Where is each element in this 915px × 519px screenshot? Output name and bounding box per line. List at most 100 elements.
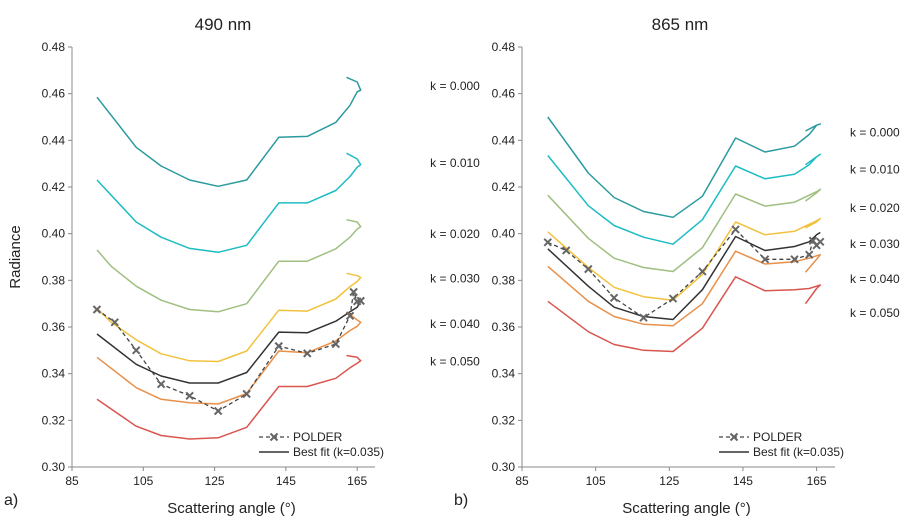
series-line	[547, 153, 822, 245]
polder-marker	[349, 287, 358, 297]
series-line	[547, 250, 822, 327]
polder-marker	[584, 264, 593, 274]
k-value-label: k = 0.030	[430, 272, 480, 286]
k-value-label: k = 0.020	[850, 201, 900, 215]
polder-marker	[639, 313, 648, 322]
y-tick-label: 0.48	[492, 40, 516, 54]
chart-865nm: 0.30 0.32 0.34 0.36 0.38 0.40 0.42 0.44 0.46 0.48…	[454, 15, 900, 517]
polder-marker	[331, 339, 340, 349]
x-tick-label: 145	[276, 474, 296, 488]
series-line	[96, 354, 362, 440]
series-line	[547, 188, 822, 273]
polder-marker	[303, 349, 312, 358]
k-value-label: k = 0.050	[850, 306, 900, 320]
polder-marker	[561, 246, 571, 255]
polder-marker	[668, 294, 678, 303]
y-tick-label: 0.36	[42, 320, 66, 334]
chart-title: 490 nm	[195, 15, 252, 34]
series-line	[547, 231, 821, 321]
legend-marker	[269, 432, 279, 442]
series-line	[547, 228, 821, 319]
y-tick-label: 0.40	[492, 227, 516, 241]
polder-marker	[110, 318, 119, 327]
panel-label: a)	[4, 492, 18, 509]
y-tick-label: 0.34	[42, 367, 66, 381]
x-tick-label: 105	[133, 474, 153, 488]
k-value-label: k = 0.040	[430, 317, 480, 331]
polder-marker	[609, 293, 619, 303]
y-tick-label: 0.40	[42, 227, 66, 241]
legend-label-polder: POLDER	[753, 430, 803, 444]
polder-marker	[274, 341, 283, 351]
k-value-label: k = 0.020	[430, 227, 480, 241]
series-line	[96, 311, 362, 405]
x-tick-label: 145	[733, 474, 753, 488]
polder-marker	[805, 250, 814, 259]
k-value-label: k = 0.050	[430, 355, 480, 369]
legend-label-bestfit: Best fit (k=0.035)	[753, 445, 844, 459]
x-tick-label: 165	[347, 474, 367, 488]
y-axis-label: Radiance	[7, 225, 24, 288]
x-axis-label: Scattering angle (°)	[622, 500, 751, 517]
x-tick-label: 85	[515, 474, 529, 488]
polder-marker	[131, 346, 141, 355]
y-tick-label: 0.46	[492, 87, 516, 101]
series-line	[96, 218, 362, 313]
polder-marker	[185, 391, 194, 401]
legend-label-bestfit: Best fit (k=0.035)	[293, 445, 384, 459]
y-tick-label: 0.42	[42, 180, 66, 194]
series-line	[96, 152, 362, 254]
y-tick-label: 0.32	[42, 413, 66, 427]
k-value-label: k = 0.010	[430, 156, 480, 170]
y-tick-label: 0.38	[492, 273, 516, 287]
x-tick-label: 125	[659, 474, 679, 488]
polder-marker	[92, 305, 102, 314]
chart-title: 865 nm	[652, 15, 709, 34]
k-value-label: k = 0.000	[850, 126, 900, 140]
series-line	[547, 116, 822, 219]
polder-marker	[213, 406, 223, 416]
y-tick-label: 0.32	[492, 413, 516, 427]
series-line	[547, 276, 822, 353]
legend-label-polder: POLDER	[293, 430, 343, 444]
series-line	[96, 76, 362, 188]
polder-marker	[760, 255, 770, 264]
k-value-label: k = 0.010	[850, 163, 900, 177]
series-line	[547, 217, 822, 301]
y-tick-label: 0.36	[492, 320, 516, 334]
x-tick-label: 105	[586, 474, 606, 488]
x-tick-label: 125	[205, 474, 225, 488]
polder-marker	[698, 267, 707, 276]
y-tick-label: 0.46	[42, 87, 66, 101]
y-tick-label: 0.44	[42, 133, 66, 147]
series-line	[96, 291, 361, 412]
series-line	[96, 272, 362, 363]
series-line	[96, 300, 362, 384]
k-value-label: k = 0.000	[430, 79, 480, 93]
chart-490nm: 0.30 0.32 0.34 0.36 0.38 0.40 0.42 0.44 0.46 0.48…	[4, 15, 480, 517]
polder-marker	[816, 237, 825, 247]
polder-marker	[156, 379, 166, 389]
panel-label: b)	[454, 492, 468, 509]
polder-marker	[345, 311, 355, 321]
legend-marker	[729, 432, 739, 442]
y-tick-label: 0.30	[492, 460, 516, 474]
polder-marker	[242, 389, 251, 399]
y-tick-label: 0.38	[42, 273, 66, 287]
x-tick-label: 165	[807, 474, 827, 488]
y-tick-label: 0.30	[42, 460, 66, 474]
y-tick-label: 0.44	[492, 133, 516, 147]
k-value-label: k = 0.030	[850, 237, 900, 251]
polder-marker	[543, 238, 552, 247]
y-tick-label: 0.48	[42, 40, 66, 54]
polder-marker	[731, 225, 740, 234]
x-tick-label: 85	[65, 474, 79, 488]
polder-marker	[356, 296, 365, 306]
y-tick-label: 0.34	[492, 367, 516, 381]
polder-marker	[790, 255, 799, 264]
k-value-label: k = 0.040	[850, 272, 900, 286]
y-tick-label: 0.42	[492, 180, 516, 194]
